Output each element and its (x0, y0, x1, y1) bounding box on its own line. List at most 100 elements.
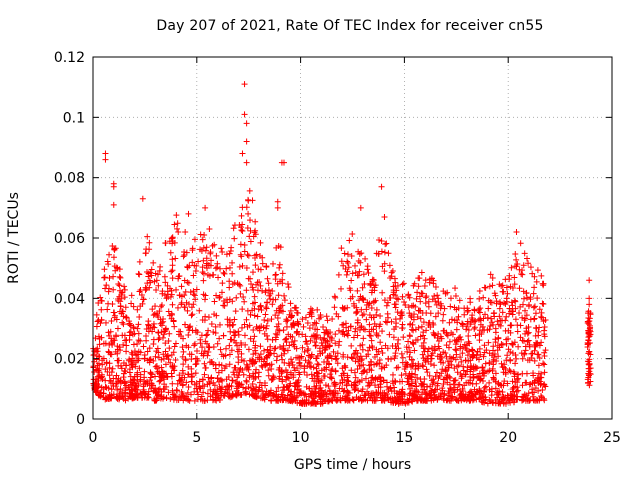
data-point (246, 322, 253, 329)
data-point (418, 269, 425, 276)
data-point (164, 282, 171, 289)
data-point (355, 387, 362, 394)
data-point (100, 340, 107, 347)
data-point (219, 249, 226, 256)
data-point (126, 320, 133, 327)
data-point (297, 362, 304, 369)
data-point (192, 355, 199, 362)
data-point (342, 320, 349, 327)
data-point (483, 347, 490, 354)
data-point (190, 291, 197, 298)
data-point (531, 389, 538, 396)
data-point (540, 282, 547, 289)
data-point (360, 271, 367, 278)
data-point (340, 328, 347, 335)
data-point (102, 366, 109, 373)
data-point (459, 373, 466, 380)
data-point (214, 393, 221, 400)
data-point (174, 304, 181, 311)
data-point (181, 304, 188, 311)
data-point (155, 329, 162, 336)
data-point (243, 264, 250, 271)
data-point (497, 322, 504, 329)
data-point (398, 350, 405, 357)
data-point (383, 302, 390, 309)
data-point (178, 389, 185, 396)
data-point (243, 361, 250, 368)
data-point (441, 305, 448, 312)
data-point (108, 317, 115, 324)
data-point (328, 397, 335, 404)
data-point (235, 328, 242, 335)
data-point (144, 268, 151, 275)
data-point (327, 353, 334, 360)
data-point (102, 156, 109, 163)
data-point (368, 337, 375, 344)
data-point (467, 321, 474, 328)
data-point (256, 324, 263, 331)
data-point (229, 322, 236, 329)
data-point (154, 271, 161, 278)
data-point (437, 300, 444, 307)
data-point (342, 265, 349, 272)
data-point (250, 338, 257, 345)
data-point (148, 385, 155, 392)
data-point (520, 338, 527, 345)
data-point (499, 282, 506, 289)
data-point (182, 228, 189, 235)
data-point (275, 309, 282, 316)
data-point (252, 358, 259, 365)
data-point (406, 370, 413, 377)
data-point (306, 325, 313, 332)
data-point (460, 367, 467, 374)
data-point (353, 309, 360, 316)
data-point (122, 304, 129, 311)
data-point (105, 329, 112, 336)
data-point (405, 375, 412, 382)
data-point (492, 385, 499, 392)
data-point (138, 292, 145, 299)
data-point (247, 311, 254, 318)
data-point (325, 360, 332, 367)
data-point (476, 306, 483, 313)
data-point (101, 274, 108, 281)
data-point (498, 360, 505, 367)
data-point (192, 268, 199, 275)
data-point (519, 301, 526, 308)
data-point (532, 377, 539, 384)
data-point (250, 233, 257, 240)
data-point (147, 374, 154, 381)
data-point (340, 353, 347, 360)
data-point (273, 244, 280, 251)
data-point (426, 372, 433, 379)
data-point (534, 374, 541, 381)
data-point (93, 389, 100, 396)
data-point (459, 350, 466, 357)
data-point (355, 395, 362, 402)
data-point (584, 339, 591, 346)
data-point (471, 318, 478, 325)
data-point (463, 342, 470, 349)
data-point (531, 380, 538, 387)
data-point (146, 239, 153, 246)
data-point (121, 332, 128, 339)
data-point (216, 293, 223, 300)
data-point (476, 337, 483, 344)
data-point (496, 400, 503, 407)
data-point (144, 233, 151, 240)
data-point (141, 352, 148, 359)
data-point (447, 303, 454, 310)
data-point (477, 351, 484, 358)
data-point (98, 297, 105, 304)
data-point (257, 239, 264, 246)
data-point (191, 292, 198, 299)
data-point (252, 218, 259, 225)
data-point (435, 343, 442, 350)
data-point (93, 311, 100, 318)
data-point (280, 384, 287, 391)
data-point (379, 394, 386, 401)
data-point (191, 262, 198, 269)
data-point (358, 370, 365, 377)
data-point (373, 306, 380, 313)
data-point (188, 374, 195, 381)
